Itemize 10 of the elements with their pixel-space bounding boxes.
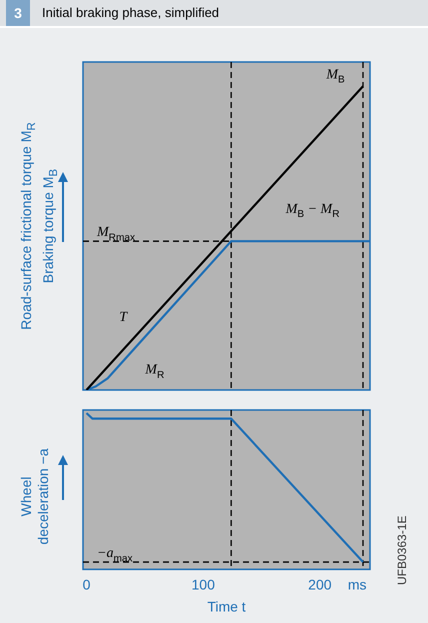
x-axis-title: Time t [207, 598, 246, 614]
x-tick-label: 100 [191, 576, 216, 593]
text: 3 [6, 0, 30, 26]
x-tick-label: ms [348, 576, 367, 593]
chart-title: Initial braking phase, simplified [42, 4, 220, 22]
x-tick-label: 200 [308, 576, 332, 593]
annotation: T [119, 310, 128, 326]
text: UFB0363-1E [395, 516, 409, 585]
y-axis-title: Wheel deceleration −a [18, 447, 52, 547]
x-tick-label: 0 [82, 576, 91, 593]
